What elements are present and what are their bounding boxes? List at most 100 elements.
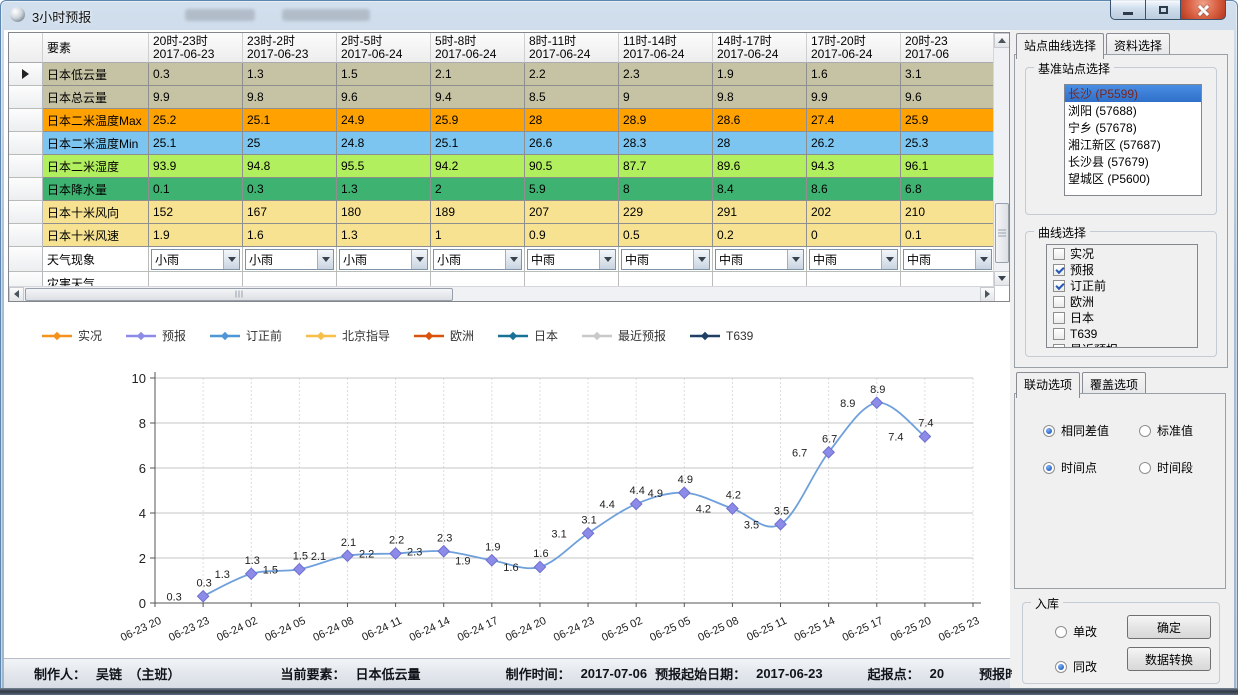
radio-icon[interactable] — [1043, 461, 1055, 474]
value-cell[interactable]: 9 — [619, 86, 713, 109]
dropdown-button[interactable] — [693, 249, 709, 269]
value-cell[interactable]: 8.5 — [525, 86, 619, 109]
scroll-down-button[interactable] — [994, 271, 1009, 286]
value-cell[interactable]: 6.8 — [901, 178, 995, 201]
confirm-button[interactable]: 确定 — [1127, 615, 1211, 639]
station-list-item[interactable]: 湘江新区 (57687) — [1068, 138, 1161, 152]
row-selector[interactable] — [9, 109, 43, 132]
scroll-left-button[interactable] — [9, 286, 24, 301]
station-list-item[interactable]: 浏阳 (57688) — [1068, 104, 1137, 118]
value-cell[interactable]: 25.2 — [149, 109, 243, 132]
station-list-item[interactable]: 望城区 (P5600) — [1068, 172, 1151, 186]
curve-checkbox-row[interactable]: T639 — [1053, 326, 1197, 341]
time-column-header[interactable]: 23时-2时 2017-06-23 — [243, 33, 337, 63]
value-cell[interactable]: 1 — [431, 224, 525, 247]
value-cell[interactable]: 210 — [901, 201, 995, 224]
time-column-header[interactable]: 17时-20时 2017-06-24 — [807, 33, 901, 63]
weather-dropdown[interactable]: 中雨 — [809, 248, 898, 270]
row-selector[interactable] — [9, 247, 43, 272]
value-cell[interactable]: 26.2 — [807, 132, 901, 155]
link-option-radio[interactable]: 时间段 — [1139, 459, 1193, 476]
curve-checkbox-row[interactable]: 订正前 — [1053, 278, 1197, 293]
value-cell[interactable]: 25.9 — [431, 109, 525, 132]
value-cell[interactable]: 0.1 — [149, 178, 243, 201]
value-cell[interactable]: 2.1 — [431, 63, 525, 86]
value-cell[interactable]: 229 — [619, 201, 713, 224]
maximize-button[interactable] — [1146, 0, 1180, 20]
value-cell[interactable]: 24.8 — [337, 132, 431, 155]
value-cell[interactable]: 0.2 — [713, 224, 807, 247]
checkbox-icon[interactable] — [1053, 295, 1065, 308]
value-cell[interactable]: 2 — [431, 178, 525, 201]
value-cell[interactable]: 152 — [149, 201, 243, 224]
weather-dropdown[interactable]: 小雨 — [433, 248, 522, 270]
curve-checkbox-row[interactable]: 预报 — [1053, 262, 1197, 277]
time-column-header[interactable]: 20时-23 2017-06 — [901, 33, 995, 63]
checkbox-icon[interactable] — [1053, 311, 1065, 324]
value-cell[interactable]: 89.6 — [713, 155, 807, 178]
value-cell[interactable]: 291 — [713, 201, 807, 224]
row-selector[interactable] — [9, 86, 43, 109]
value-cell[interactable]: 28.6 — [713, 109, 807, 132]
value-cell[interactable]: 1.3 — [243, 63, 337, 86]
value-cell[interactable]: 9.6 — [337, 86, 431, 109]
curve-checkbox-row[interactable]: 日本 — [1053, 310, 1197, 325]
value-cell[interactable]: 90.5 — [525, 155, 619, 178]
value-cell[interactable]: 94.3 — [807, 155, 901, 178]
weather-dropdown[interactable]: 中雨 — [715, 248, 804, 270]
value-cell[interactable]: 28 — [525, 109, 619, 132]
value-cell[interactable]: 93.9 — [149, 155, 243, 178]
value-cell[interactable]: 9.4 — [431, 86, 525, 109]
value-cell[interactable]: 202 — [807, 201, 901, 224]
value-cell[interactable]: 28.3 — [619, 132, 713, 155]
value-cell[interactable]: 8.6 — [807, 178, 901, 201]
tab-overlay-options[interactable]: 覆盖选项 — [1082, 372, 1147, 397]
value-cell[interactable]: 27.4 — [807, 109, 901, 132]
value-cell[interactable]: 96.1 — [901, 155, 995, 178]
value-cell[interactable]: 0 — [807, 224, 901, 247]
link-option-radio[interactable]: 时间点 — [1043, 459, 1139, 476]
weather-dropdown[interactable]: 小雨 — [245, 248, 334, 270]
station-list-item[interactable]: 宁乡 (57678) — [1068, 121, 1137, 135]
scroll-right-button[interactable] — [980, 286, 995, 301]
radio-icon[interactable] — [1139, 424, 1151, 437]
dropdown-button[interactable] — [787, 249, 803, 269]
dropdown-button[interactable] — [881, 249, 897, 269]
minimize-button[interactable] — [1110, 0, 1146, 20]
value-cell[interactable]: 8.4 — [713, 178, 807, 201]
row-selector[interactable] — [9, 201, 43, 224]
link-option-radio[interactable]: 标准值 — [1139, 422, 1193, 439]
table-vertical-scrollbar[interactable] — [993, 33, 1009, 286]
table-horizontal-scrollbar[interactable] — [9, 286, 995, 301]
value-cell[interactable]: 1.9 — [149, 224, 243, 247]
row-selector[interactable] — [9, 132, 43, 155]
horizontal-scroll-thumb[interactable] — [25, 287, 453, 301]
station-list-item[interactable]: 长沙 (P5599) — [1065, 85, 1201, 102]
value-cell[interactable]: 25.1 — [243, 109, 337, 132]
value-cell[interactable]: 1.3 — [337, 224, 431, 247]
dropdown-button[interactable] — [505, 249, 521, 269]
station-list-item[interactable]: 长沙县 (57679) — [1068, 155, 1149, 169]
value-cell[interactable]: 94.2 — [431, 155, 525, 178]
value-cell[interactable]: 3.1 — [901, 63, 995, 86]
time-column-header[interactable]: 2时-5时 2017-06-24 — [337, 33, 431, 63]
dropdown-button[interactable] — [223, 249, 239, 269]
row-selector[interactable] — [9, 155, 43, 178]
value-cell[interactable]: 8 — [619, 178, 713, 201]
storage-option-radio[interactable]: 同改 — [1055, 658, 1097, 675]
value-cell[interactable]: 25.3 — [901, 132, 995, 155]
value-cell[interactable]: 9.9 — [807, 86, 901, 109]
value-cell[interactable]: 0.3 — [243, 178, 337, 201]
value-cell[interactable]: 1.3 — [337, 178, 431, 201]
row-selector[interactable] — [9, 178, 43, 201]
checkbox-icon[interactable] — [1053, 263, 1065, 276]
value-cell[interactable]: 189 — [431, 201, 525, 224]
vertical-scroll-thumb[interactable] — [995, 203, 1009, 263]
value-cell[interactable]: 94.8 — [243, 155, 337, 178]
value-cell[interactable]: 9.8 — [713, 86, 807, 109]
value-cell[interactable]: 5.9 — [525, 178, 619, 201]
value-cell[interactable]: 180 — [337, 201, 431, 224]
value-cell[interactable]: 2.2 — [525, 63, 619, 86]
time-column-header[interactable]: 14时-17时 2017-06-24 — [713, 33, 807, 63]
link-option-radio[interactable]: 相同差值 — [1043, 422, 1139, 439]
